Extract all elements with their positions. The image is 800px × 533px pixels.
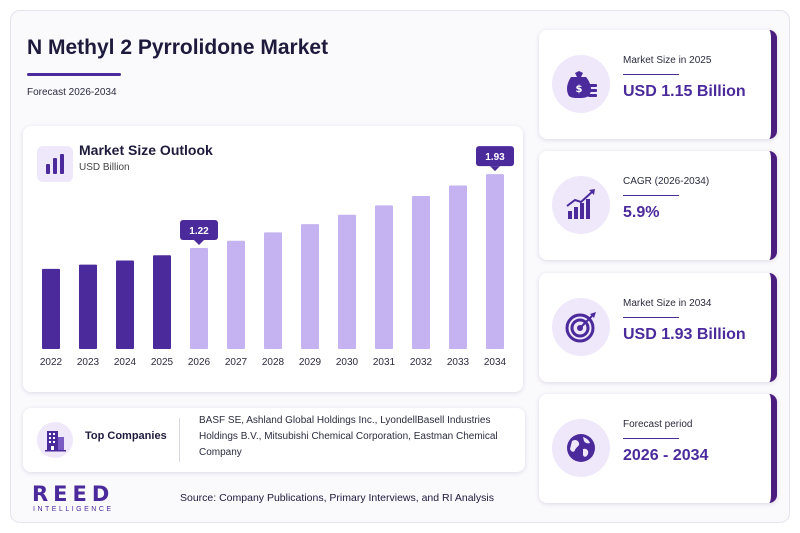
data-callout-2034: 1.93 [476,146,514,172]
x-tick-label-2028: 2028 [262,357,285,368]
bar-2032 [412,195,430,349]
bar-2030 [338,214,356,349]
growth-chart-icon [552,176,610,234]
bar-2029 [301,224,319,349]
kpi-rule [623,195,679,196]
kpi-card-market-size-2025: $ Market Size in 2025 USD 1.15 Billion [539,30,777,139]
kpi-rule [623,438,679,439]
bar-2024 [116,260,134,349]
title-underline [27,73,121,76]
chart-title: Market Size Outlook [79,142,213,158]
x-tick-label-2027: 2027 [225,357,248,368]
bar-2025 [153,255,171,349]
kpi-value: USD 1.93 Billion [623,326,746,343]
building-icon [37,422,73,458]
x-tick-label-2031: 2031 [373,357,396,368]
bar-2034 [486,174,504,349]
bar-2033 [449,185,467,349]
bar-2026 [190,248,208,349]
top-companies-card: Top Companies BASF SE, Ashland Global Ho… [23,408,525,472]
logo-wordmark: REED [32,482,115,506]
top-companies-label: Top Companies [85,430,167,442]
top-companies-list: BASF SE, Ashland Global Holdings Inc., L… [199,415,498,458]
reed-intelligence-logo: REED INTELLIGENCE [32,482,114,513]
kpi-rule [623,317,679,318]
bar-chart: 2022 2023 2024 2025 2026 2027 2028 2029 2030 2031… [40,146,514,368]
kpi-rule [623,74,679,75]
bar-2031 [375,205,393,349]
kpi-label: Market Size in 2034 [623,298,712,309]
bar-2027 [227,240,245,349]
kpi-card-forecast-period: Forecast period 2026 - 2034 [539,394,777,503]
data-label-2026: 1.22 [189,226,209,237]
kpi-value: USD 1.15 Billion [623,83,746,100]
bar-chart-icon [37,146,73,182]
x-tick-label-2032: 2032 [410,357,433,368]
page-title: N Methyl 2 Pyrrolidone Market [27,36,329,59]
market-size-chart-card: Market Size Outlook USD Billion 2022 2023… [23,126,523,392]
page-subtitle: Forecast 2026-2034 [27,87,117,98]
source-note: Source: Company Publications, Primary In… [180,492,494,504]
x-tick-label-2024: 2024 [114,357,137,368]
kpi-card-cagr: CAGR (2026-2034) 5.9% [539,151,777,260]
kpi-label: Forecast period [623,419,693,430]
x-tick-label-2033: 2033 [447,357,470,368]
x-tick-label-2022: 2022 [40,357,63,368]
x-tick-label-2029: 2029 [299,357,322,368]
x-tick-label-2023: 2023 [77,357,100,368]
kpi-value: 2026 - 2034 [623,447,709,464]
bar-2028 [264,232,282,349]
companies-divider [179,418,180,462]
x-tick-label-2034: 2034 [484,357,507,368]
svg-text:$: $ [576,84,583,95]
chart-unit: USD Billion [79,162,130,173]
kpi-value: 5.9% [623,204,660,221]
logo-tagline: INTELLIGENCE [33,506,114,513]
kpi-label: CAGR (2026-2034) [623,176,710,187]
bar-2023 [79,264,97,349]
data-callout-2026: 1.22 [180,220,218,246]
globe-icon [552,419,610,477]
kpi-label: Market Size in 2025 [623,55,712,66]
kpi-card-market-size-2034: Market Size in 2034 USD 1.93 Billion [539,273,777,382]
data-label-2034: 1.93 [485,152,505,163]
x-tick-label-2025: 2025 [151,357,174,368]
money-bag-icon: $ [552,55,610,113]
x-tick-label-2030: 2030 [336,357,359,368]
target-icon [552,298,610,356]
bar-2022 [42,268,60,349]
x-tick-label-2026: 2026 [188,357,211,368]
